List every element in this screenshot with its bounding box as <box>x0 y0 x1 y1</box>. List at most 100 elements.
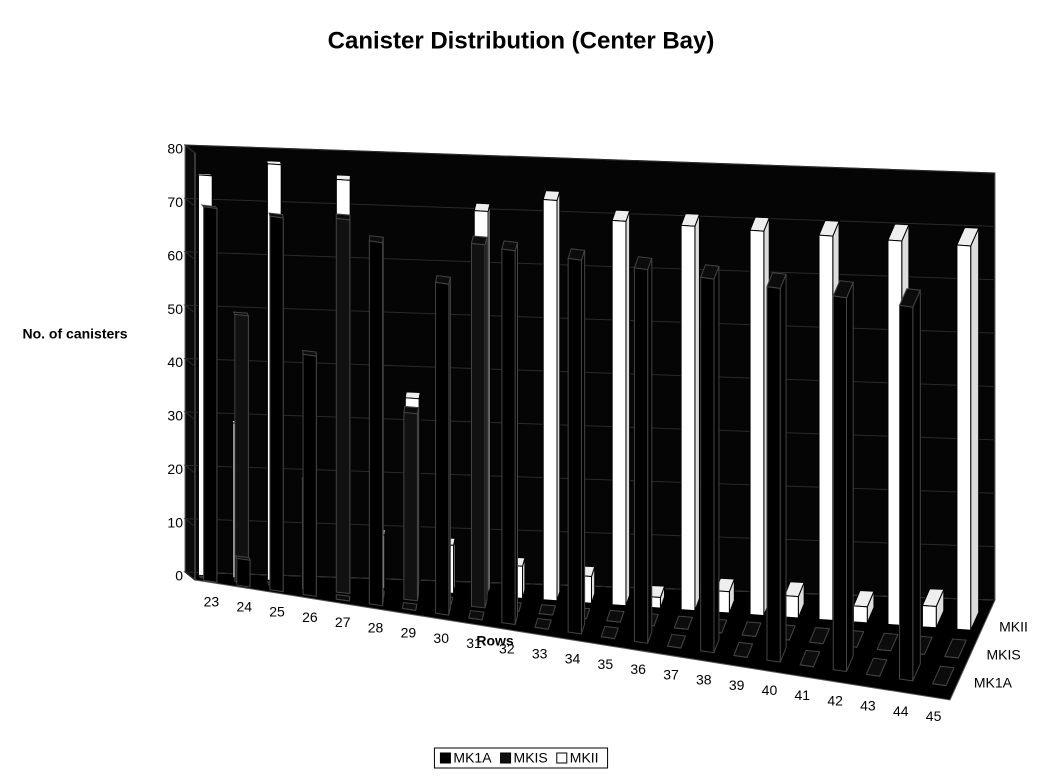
bar <box>899 304 914 682</box>
bar-top <box>542 190 561 201</box>
series-depth-label: MK1A <box>974 675 1013 691</box>
bar <box>402 608 416 611</box>
x-tick-label: 25 <box>269 604 285 620</box>
bar <box>932 683 946 687</box>
bar <box>269 215 284 593</box>
bar-top <box>611 209 631 222</box>
bar <box>832 295 847 673</box>
x-tick-label: 41 <box>794 687 810 703</box>
x-tick-label: 43 <box>860 698 876 714</box>
legend-label: MKIS <box>514 750 548 766</box>
y-tick-label: 30 <box>167 408 183 424</box>
bar-side <box>625 210 631 606</box>
x-tick-label: 36 <box>630 661 646 677</box>
bar <box>800 664 814 668</box>
bar <box>680 224 696 612</box>
x-tick-label: 38 <box>696 672 712 688</box>
x-tick-label: 45 <box>926 708 942 724</box>
bar <box>611 219 627 607</box>
bar <box>766 286 781 663</box>
bar <box>633 267 649 644</box>
grid-line <box>183 251 996 281</box>
x-tick-label: 29 <box>401 625 417 641</box>
x-tick-label: 24 <box>236 599 252 615</box>
y-tick-label: 80 <box>167 141 183 157</box>
bar <box>534 626 549 630</box>
legend-swatch <box>500 752 512 764</box>
bar <box>542 198 558 602</box>
y-tick-label: 0 <box>175 568 183 584</box>
x-tick-label: 35 <box>598 656 614 672</box>
x-tick-label: 32 <box>499 640 515 656</box>
bar <box>203 206 218 583</box>
grid-line <box>183 464 996 494</box>
bar <box>866 673 880 677</box>
bar <box>956 244 972 631</box>
bar <box>700 276 715 654</box>
bar <box>236 557 251 588</box>
bar-side <box>694 214 700 611</box>
bar <box>877 648 891 652</box>
bar <box>852 605 868 624</box>
x-tick-label: 31 <box>466 635 482 651</box>
bar-side <box>713 266 720 653</box>
x-tick-label: 44 <box>893 703 909 719</box>
x-tick-label: 27 <box>335 614 351 630</box>
x-tick-label: 23 <box>204 593 220 609</box>
grid-line <box>183 357 996 387</box>
y-tick-label: 20 <box>167 461 183 477</box>
x-tick-label: 39 <box>729 677 745 693</box>
bar <box>818 234 834 621</box>
x-tick-label: 30 <box>433 630 449 646</box>
grid-line <box>183 197 996 227</box>
grid-line <box>183 304 996 334</box>
bar <box>468 617 483 621</box>
bar <box>234 313 249 584</box>
bar <box>336 598 350 602</box>
bar-side <box>779 274 787 663</box>
chart-title: Canister Distribution (Center Bay) <box>328 27 715 54</box>
y-tick-label: 10 <box>167 514 183 530</box>
bar <box>501 248 516 626</box>
legend-swatch <box>556 752 568 764</box>
grid-line <box>183 144 996 174</box>
bar <box>749 229 765 617</box>
legend-swatch <box>439 752 451 764</box>
y-tick-label: 40 <box>167 354 183 370</box>
x-tick-label: 26 <box>302 609 318 625</box>
bar <box>921 604 937 629</box>
bar <box>606 620 621 623</box>
x-tick-label: 28 <box>368 619 384 635</box>
y-tick-label: 50 <box>167 301 183 317</box>
bar-side <box>970 227 980 631</box>
bar-side <box>912 290 921 682</box>
bar <box>403 411 418 602</box>
bar <box>944 655 959 659</box>
legend-label: MKII <box>570 750 599 766</box>
bar <box>733 655 748 658</box>
bar <box>809 641 824 645</box>
bar <box>302 353 317 597</box>
y-axis-label: No. of canisters <box>22 326 127 342</box>
bar <box>368 240 384 607</box>
y-tick-label: 70 <box>167 194 183 210</box>
bar <box>470 242 486 609</box>
x-tick-label: 34 <box>565 651 581 667</box>
grid-line <box>183 411 996 441</box>
bar-top <box>606 609 625 623</box>
y-tick-label: 60 <box>167 247 183 263</box>
grid-line <box>183 518 996 548</box>
legend-label: MK1A <box>453 750 492 766</box>
bar-side <box>647 258 653 644</box>
bar <box>335 217 351 595</box>
bar <box>784 595 799 619</box>
x-tick-label: 40 <box>762 682 778 698</box>
bar <box>539 613 553 616</box>
bar <box>667 645 681 649</box>
bar <box>567 257 582 635</box>
bar <box>601 636 615 640</box>
x-axis-label: Rows <box>476 633 514 649</box>
series-depth-label: MKIS <box>987 647 1021 663</box>
bar <box>435 281 450 616</box>
